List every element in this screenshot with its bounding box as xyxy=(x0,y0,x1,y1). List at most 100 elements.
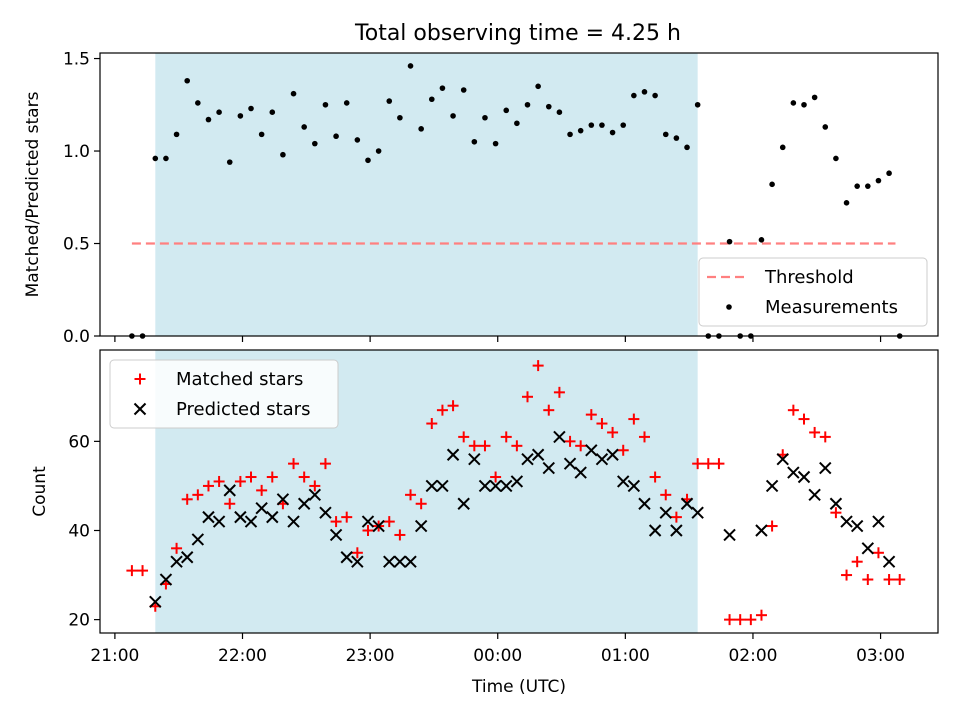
measurement-point xyxy=(258,131,265,138)
predicted-star-point xyxy=(180,551,194,564)
measurement-point xyxy=(248,105,254,112)
measurement-point xyxy=(492,140,499,147)
legend-measurement-swatch xyxy=(726,304,732,310)
matched-star-point xyxy=(787,404,799,416)
measurement-point xyxy=(822,124,829,130)
matched-star-point xyxy=(819,431,831,443)
matched-star-point xyxy=(319,458,331,470)
predicted-star-point xyxy=(383,555,396,568)
x-tick-label: 22:00 xyxy=(218,646,267,666)
matched-star-point xyxy=(394,529,406,541)
measurement-point xyxy=(556,109,563,115)
shaded-span xyxy=(155,53,698,336)
measurement-point xyxy=(673,135,680,141)
measurement-point xyxy=(535,83,541,90)
predicted-star-point xyxy=(149,595,162,609)
legend-label: Matched stars xyxy=(176,369,303,390)
predicted-star-point xyxy=(404,555,417,568)
predicted-star-point xyxy=(787,466,800,479)
predicted-star-point xyxy=(797,470,811,484)
matched-star-point xyxy=(851,556,863,568)
predicted-star-point xyxy=(191,533,205,546)
matched-star-point xyxy=(436,404,448,416)
matched-star-point xyxy=(766,520,778,532)
matched-star-point xyxy=(872,547,884,559)
predicted-star-point xyxy=(510,475,524,488)
measurement-point xyxy=(811,94,818,101)
predicted-star-point xyxy=(414,519,428,533)
measurement-point xyxy=(567,131,573,138)
matched-star-point xyxy=(628,413,640,425)
predicted-star-point xyxy=(297,497,311,510)
matched-star-point xyxy=(330,516,342,528)
measurement-point xyxy=(173,131,180,138)
predicted-star-point xyxy=(542,461,555,475)
measurement-point xyxy=(779,144,786,151)
matched-star-point xyxy=(670,511,682,523)
matched-star-point xyxy=(341,511,353,523)
measurement-point xyxy=(609,129,616,136)
measurement-point xyxy=(684,144,690,151)
matched-star-point xyxy=(181,493,193,505)
matched-star-point xyxy=(692,458,704,470)
predicted-star-point xyxy=(723,528,736,542)
measurement-point xyxy=(641,89,648,95)
matched-stars-points xyxy=(126,360,906,626)
predicted-star-point xyxy=(776,452,789,466)
measurement-point xyxy=(269,109,276,115)
predicted-star-point xyxy=(850,519,864,533)
measurement-point xyxy=(588,122,595,128)
matched-star-point xyxy=(532,360,544,372)
predicted-star-point xyxy=(882,555,896,568)
measurement-point xyxy=(726,238,733,245)
measurement-point xyxy=(365,157,371,164)
predicted-star-point xyxy=(691,506,704,519)
matched-star-point xyxy=(511,440,523,452)
predicted-star-point xyxy=(680,497,694,510)
matched-star-point xyxy=(862,574,874,586)
predicted-star-point xyxy=(872,515,885,528)
legend-entry: Threshold xyxy=(707,267,854,288)
bottom-x-axis-label: Time (UTC) xyxy=(471,677,566,697)
measurement-point xyxy=(503,107,510,114)
predicted-star-point xyxy=(436,479,449,493)
matched-star-point xyxy=(192,489,204,501)
measurement-point xyxy=(226,159,233,165)
measurement-point xyxy=(545,103,552,110)
measurement-point xyxy=(216,109,222,115)
predicted-star-point xyxy=(159,573,173,586)
predicted-star-point xyxy=(829,497,843,510)
measurement-point xyxy=(482,114,488,121)
measurement-point xyxy=(886,170,892,177)
predicted-star-point xyxy=(340,551,353,564)
matched-star-point xyxy=(809,426,821,438)
predicted-star-point xyxy=(212,515,226,528)
measurement-point xyxy=(418,126,424,132)
matched-star-point xyxy=(553,386,565,398)
measurement-point xyxy=(397,114,403,121)
measurement-point xyxy=(450,113,456,119)
predicted-star-point xyxy=(627,479,641,493)
matched-star-point xyxy=(575,440,587,452)
predicted-star-point xyxy=(755,524,768,537)
matched-star-point xyxy=(213,475,225,487)
predicted-stars-points xyxy=(149,430,896,609)
measurement-point xyxy=(865,183,871,189)
matched-star-point xyxy=(224,498,236,510)
legend-entry: Predicted stars xyxy=(133,399,310,420)
predicted-star-point xyxy=(478,479,492,493)
matched-star-point xyxy=(841,569,853,581)
measurement-point xyxy=(790,100,797,106)
matched-star-point xyxy=(234,475,246,487)
predicted-star-point xyxy=(489,479,502,493)
predicted-star-point xyxy=(468,452,481,466)
measurement-point xyxy=(312,140,318,147)
predicted-star-point xyxy=(372,519,385,533)
predicted-star-point xyxy=(553,430,566,444)
measurement-points xyxy=(129,63,903,339)
predicted-star-point xyxy=(287,515,300,528)
predicted-star-point xyxy=(202,510,215,524)
measurement-point xyxy=(843,200,850,206)
legend-entry: Measurements xyxy=(726,297,898,318)
